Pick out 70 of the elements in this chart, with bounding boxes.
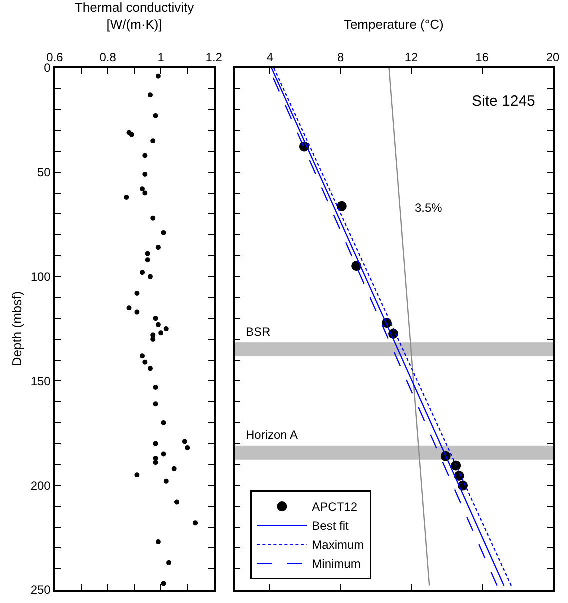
point [156, 245, 161, 250]
point [161, 452, 166, 457]
point [153, 460, 158, 466]
point [150, 216, 156, 221]
point [156, 74, 161, 79]
point [150, 336, 156, 342]
point [153, 441, 158, 446]
band-label: BSR [246, 325, 272, 339]
point [185, 446, 190, 451]
x-axis-title: Thermal conductivity [W/(m·K)] [74, 0, 195, 32]
point [172, 466, 177, 472]
band-label: Horizon A [246, 428, 298, 442]
point [145, 258, 150, 263]
x-tick-label: 8 [337, 50, 344, 64]
point [161, 420, 166, 426]
point [145, 251, 150, 256]
annotation: Site 1245 [472, 93, 536, 110]
legend-label: Best fit [312, 519, 350, 534]
x-axis-title: Temperature (°C) [344, 16, 444, 32]
point [142, 360, 148, 365]
point [164, 326, 169, 332]
point [156, 322, 161, 328]
point [153, 402, 158, 407]
point [140, 186, 146, 192]
point [124, 194, 130, 200]
legend-label: Maximum [312, 538, 364, 552]
point [150, 138, 156, 144]
point [142, 172, 148, 177]
point [134, 291, 140, 296]
y-tick-label: 250 [30, 583, 52, 598]
point [164, 478, 169, 484]
x-tick-label: 1 [158, 50, 165, 64]
point [148, 366, 153, 372]
legend-label: APCT12 [312, 500, 358, 514]
point [156, 539, 161, 544]
point [153, 456, 158, 461]
point [129, 132, 134, 138]
y-tick-label: 50 [37, 166, 52, 180]
x-tick-label: 1.2 [206, 50, 223, 64]
point [161, 230, 166, 236]
point [182, 439, 188, 444]
y-tick-label: 100 [30, 270, 52, 284]
point [161, 581, 166, 586]
point [134, 310, 140, 315]
point [148, 92, 153, 98]
point [153, 114, 158, 119]
legend-label: Minimum [312, 557, 361, 572]
point [148, 274, 153, 280]
x-tick-label: 4 [266, 50, 274, 64]
point [140, 354, 146, 359]
y-tick-label: 150 [30, 374, 52, 388]
point [153, 316, 158, 322]
point [134, 472, 140, 478]
point [142, 190, 148, 196]
y-axis-title: Depth (mbsf) [9, 291, 24, 367]
x-tick-label: 0.8 [100, 50, 117, 64]
point [153, 384, 158, 390]
x-tick-label: 20 [546, 50, 560, 64]
x-tick-label: 12 [404, 50, 419, 64]
annotation: 3.5% [415, 201, 443, 215]
point [142, 153, 148, 158]
x-tick-label: 16 [476, 50, 490, 64]
point [193, 520, 198, 526]
point [158, 330, 164, 336]
point [166, 560, 172, 566]
point [126, 306, 132, 311]
point [174, 500, 180, 505]
point [336, 201, 347, 212]
y-tick-label: 200 [30, 478, 52, 493]
point [140, 270, 146, 276]
